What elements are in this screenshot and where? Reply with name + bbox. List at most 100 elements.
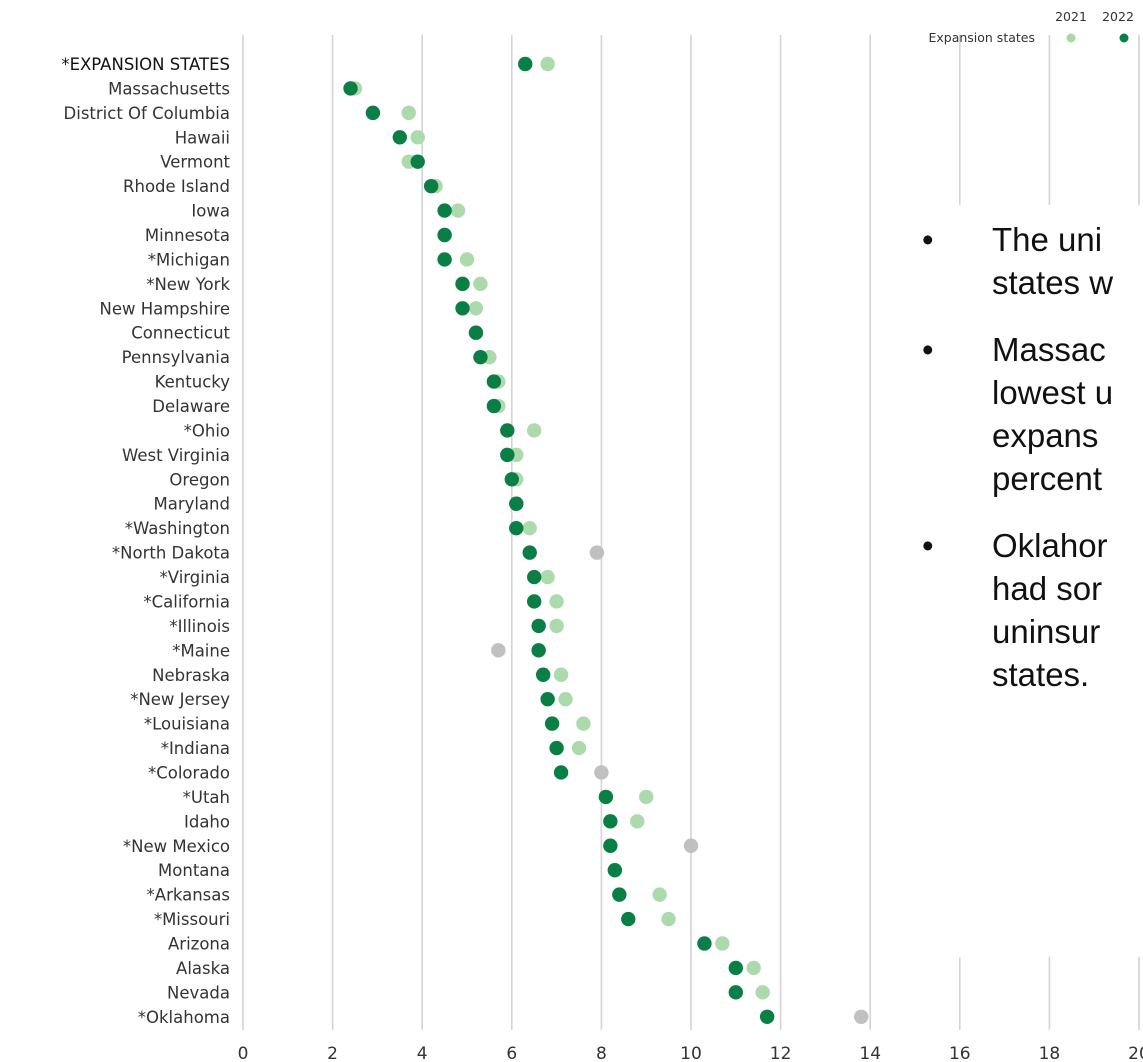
legend-marker-2022 — [1119, 33, 1129, 43]
category-label: Maryland — [153, 495, 230, 514]
point-2021 — [540, 56, 555, 72]
point-2021 — [549, 594, 564, 609]
category-label: *Virginia — [160, 568, 230, 587]
bullet-item: • The uni states w — [905, 218, 1143, 304]
point-2022 — [549, 740, 564, 756]
category-label: Vermont — [160, 153, 230, 172]
point-2022 — [697, 936, 712, 951]
category-label: *New Jersey — [130, 690, 230, 709]
point-2021 — [683, 838, 699, 853]
point-2021 — [594, 765, 609, 780]
x-tick-label: 8 — [596, 1044, 607, 1062]
category-label: Pennsylvania — [122, 348, 230, 367]
category-label: *Maine — [172, 641, 230, 660]
category-label: *Missouri — [154, 910, 230, 929]
point-2022 — [392, 130, 407, 145]
x-tick-label: 2 — [327, 1044, 338, 1062]
point-2022 — [544, 716, 560, 731]
bullet-marker: • — [922, 331, 934, 368]
point-2022 — [607, 862, 623, 878]
point-2022 — [728, 985, 743, 1000]
bullet-text-line: uninsur — [992, 613, 1101, 650]
point-2022 — [621, 911, 636, 927]
category-label: *Washington — [125, 519, 230, 538]
category-labels: *EXPANSION STATES Massachusetts District O… — [61, 55, 230, 1027]
point-2022 — [527, 569, 542, 585]
point-2021 — [589, 545, 605, 560]
bullet-text-line: states w — [992, 264, 1114, 301]
point-2022 — [500, 423, 515, 438]
point-2022 — [522, 545, 537, 560]
bullet-text-line: lowest u — [992, 374, 1114, 411]
point-2022 — [535, 667, 551, 682]
category-label: *Ohio — [184, 421, 230, 440]
category-label: Montana — [158, 861, 230, 880]
point-2022 — [598, 789, 614, 805]
legend-row-label: Expansion states — [928, 30, 1035, 45]
x-axis-tick-labels: 0 2 4 6 8 10 12 14 16 18 20 — [238, 1044, 1143, 1062]
category-label: Arizona — [168, 934, 230, 953]
point-2021 — [558, 691, 573, 707]
x-tick-label: 20 — [1128, 1044, 1143, 1062]
point-2021 — [553, 667, 569, 682]
point-2021 — [576, 716, 591, 731]
category-label: Iowa — [191, 202, 230, 221]
category-label: *Oklahoma — [138, 1008, 230, 1027]
point-2022 — [603, 814, 618, 829]
point-2021 — [630, 814, 645, 829]
point-2021 — [401, 105, 416, 121]
category-label: *New York — [146, 275, 230, 294]
category-label: Delaware — [152, 397, 230, 416]
category-label: *Utah — [183, 788, 230, 807]
point-2022 — [612, 887, 627, 902]
bullet-item: • Massac lowest u expans percent — [905, 328, 1143, 500]
point-2022 — [553, 765, 569, 780]
point-2022 — [455, 276, 470, 292]
point-2021 — [527, 423, 542, 438]
point-2021 — [571, 740, 587, 756]
x-tick-label: 0 — [238, 1044, 249, 1062]
point-2022 — [365, 105, 381, 121]
point-2021 — [459, 252, 475, 267]
point-2021 — [473, 276, 488, 292]
category-label: Oregon — [169, 470, 230, 489]
legend-marker-2021 — [1066, 33, 1076, 43]
category-label: West Virginia — [122, 446, 230, 465]
category-label: Massachusetts — [108, 79, 230, 98]
point-2021 — [540, 569, 555, 585]
point-2022 — [437, 252, 452, 267]
point-2022 — [473, 349, 488, 365]
point-2022 — [728, 960, 743, 976]
point-2021 — [639, 789, 654, 805]
bullet-text-line: had sor — [992, 570, 1103, 607]
bullet-list: • The uni states w • Massac lowest u expans per… — [905, 218, 1143, 696]
bullet-text-line: The uni — [992, 221, 1103, 258]
point-2022 — [343, 81, 358, 96]
point-2022 — [423, 178, 439, 194]
point-2022 — [500, 447, 515, 463]
point-2021 — [715, 936, 730, 951]
category-label: Nevada — [167, 983, 230, 1002]
category-label: *California — [143, 592, 230, 611]
x-tick-label: 14 — [859, 1044, 881, 1062]
point-2022 — [759, 1009, 775, 1024]
point-2022 — [437, 203, 452, 218]
point-2022 — [486, 374, 502, 389]
point-2021 — [661, 911, 676, 927]
legend-year-2022: 2022 — [1102, 9, 1134, 24]
bullet-text-line: percent — [992, 460, 1103, 497]
category-label: *Indiana — [161, 739, 230, 758]
bullet-text-line: Massac — [992, 331, 1106, 368]
category-label: Kentucky — [155, 373, 231, 392]
category-label: New Hampshire — [99, 299, 230, 318]
bullet-marker: • — [922, 527, 934, 564]
category-label: *Colorado — [148, 763, 230, 782]
point-2022 — [527, 594, 542, 609]
point-2021 — [410, 130, 425, 145]
x-tick-label: 4 — [417, 1044, 428, 1062]
point-2021 — [746, 960, 761, 976]
point-2022 — [486, 398, 502, 414]
point-2021 — [522, 520, 537, 536]
point-2022 — [509, 496, 524, 511]
category-label: Nebraska — [152, 666, 230, 685]
